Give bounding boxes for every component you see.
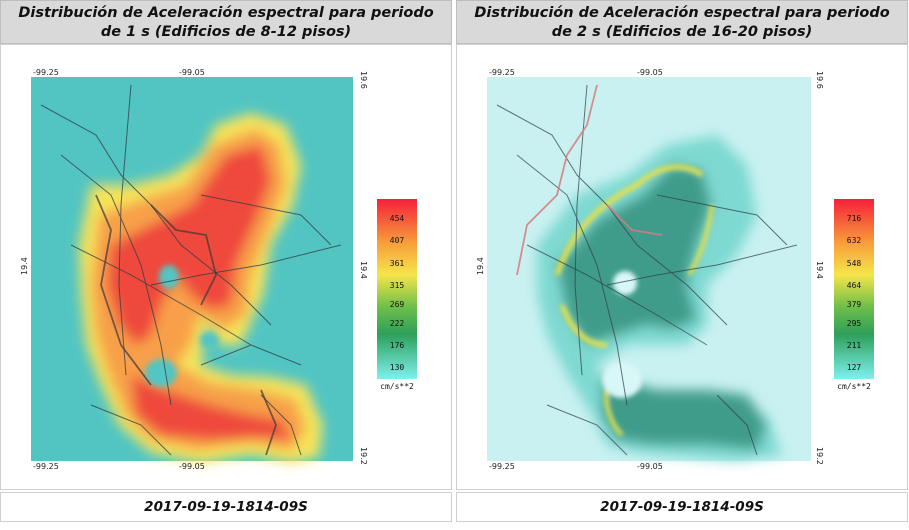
coord-bottom-right: 19.2 — [359, 447, 368, 465]
map-frame: -99.25 -99.05 19.6 19.4 19.4 -99.25 -99.… — [456, 44, 908, 490]
legend-level-1: 454 — [390, 214, 405, 223]
legend-level-5: 379 — [847, 300, 862, 309]
legend-level-3: 361 — [390, 259, 405, 268]
intensity-field — [537, 135, 782, 461]
legend-level-7: 211 — [847, 341, 862, 350]
panel-title: Distribución de Aceleración espectral pa… — [0, 0, 452, 44]
legend-level-4: 464 — [847, 281, 862, 290]
legend-level-3: 548 — [847, 259, 862, 268]
coord-bottom-right: 19.2 — [815, 447, 824, 465]
coord-top-left: -99.25 — [33, 68, 59, 77]
panel-period-2s: Distribución de Aceleración espectral pa… — [456, 0, 908, 530]
coord-left-mid: 19.4 — [20, 257, 29, 275]
title-line-1: Distribución de Aceleración espectral pa… — [18, 5, 434, 21]
legend-level-5: 269 — [390, 300, 405, 309]
legend-unit: cm/s**2 — [837, 382, 871, 391]
district-boundaries — [95, 194, 277, 456]
coord-bottom-mid: -99.05 — [179, 462, 205, 471]
panel-title: Distribución de Aceleración espectral pa… — [456, 0, 908, 44]
coord-bottom-left: -99.25 — [33, 462, 59, 471]
color-legend: 454 407 361 315 269 222 176 130 cm/s**2 — [377, 199, 417, 391]
legend-level-2: 632 — [847, 236, 862, 245]
acceleration-map-1s: -99.25 -99.05 19.6 19.4 19.4 -99.25 -99.… — [20, 68, 417, 471]
color-legend: 716 632 548 464 379 295 211 127 cm/s**2 — [834, 199, 874, 391]
map-frame: -99.25 -99.05 19.6 19.4 19.4 -99.25 -99.… — [0, 44, 452, 490]
event-id: 2017-09-19-1814-09S — [0, 492, 452, 522]
title-line-2: de 1 s (Edificios de 8-12 pisos) — [100, 24, 352, 40]
coord-top-left: -99.25 — [489, 68, 515, 77]
acceleration-map-2s: -99.25 -99.05 19.6 19.4 19.4 -99.25 -99.… — [476, 68, 874, 471]
coord-right-mid: 19.4 — [815, 261, 824, 279]
coord-bottom-left: -99.25 — [489, 462, 515, 471]
legend-unit: cm/s**2 — [380, 382, 414, 391]
coord-left-mid: 19.4 — [476, 257, 485, 275]
coord-top-mid: -99.05 — [179, 68, 205, 77]
coord-top-right: 19.6 — [359, 71, 368, 89]
title-line-1: Distribución de Aceleración espectral pa… — [474, 5, 890, 21]
panel-period-1s: Distribución de Aceleración espectral pa… — [0, 0, 452, 530]
legend-level-6: 295 — [847, 319, 862, 328]
legend-level-6: 222 — [390, 319, 405, 328]
legend-level-2: 407 — [390, 236, 405, 245]
legend-level-8: 130 — [390, 363, 405, 372]
coord-top-mid: -99.05 — [637, 68, 663, 77]
legend-level-1: 716 — [847, 214, 862, 223]
municipal-boundary — [516, 84, 663, 276]
coord-top-right: 19.6 — [815, 71, 824, 89]
event-id: 2017-09-19-1814-09S — [456, 492, 908, 522]
title-line-2: de 2 s (Edificios de 16-20 pisos) — [551, 24, 813, 40]
legend-level-7: 176 — [390, 341, 405, 350]
coord-right-mid: 19.4 — [359, 261, 368, 279]
legend-level-8: 127 — [847, 363, 862, 372]
legend-level-4: 315 — [390, 281, 405, 290]
road-network — [496, 84, 798, 456]
coord-bottom-mid: -99.05 — [637, 462, 663, 471]
